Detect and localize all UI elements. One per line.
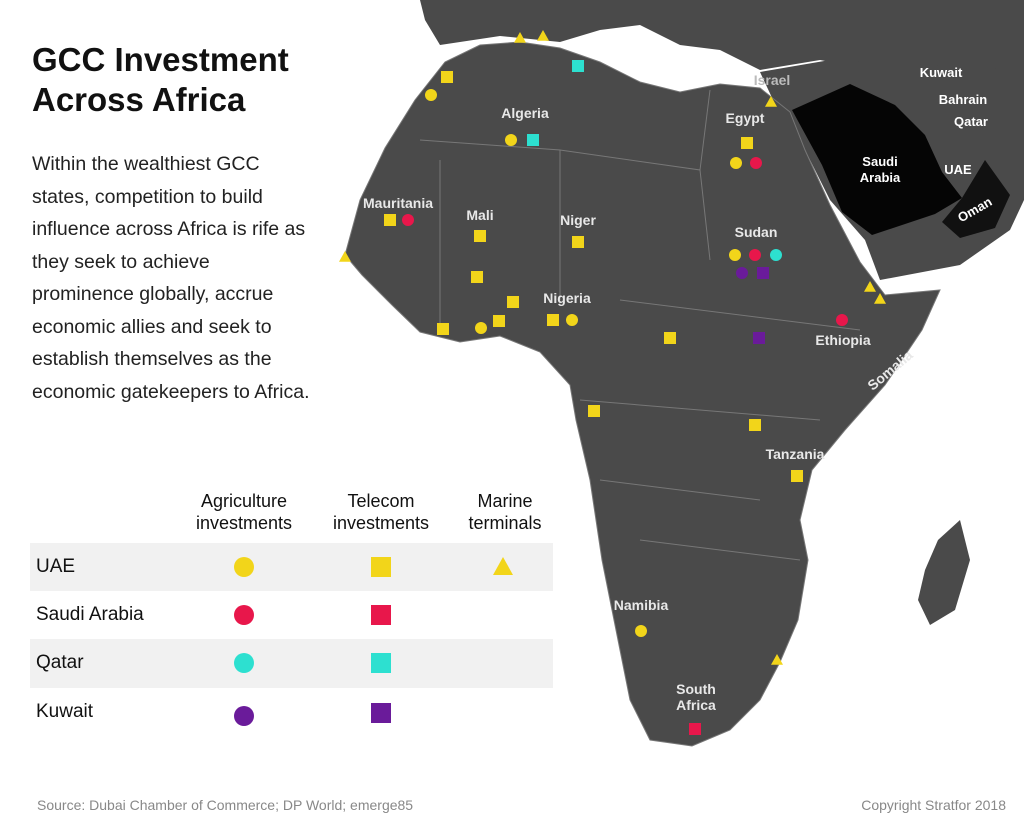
marker [514, 32, 526, 43]
row-label: Qatar [36, 652, 84, 673]
marker [471, 271, 483, 283]
country-label: UAE [944, 162, 972, 177]
marker [493, 315, 505, 327]
marker [757, 267, 769, 279]
saudi-arabia [792, 84, 962, 235]
country-label: Sudan [734, 224, 778, 240]
marker [572, 236, 584, 248]
row-label: UAE [36, 556, 76, 577]
marker [371, 653, 391, 673]
marker [234, 653, 254, 673]
country-label: Mauritania [362, 195, 434, 211]
row-label: Kuwait [36, 701, 94, 722]
marker [750, 157, 762, 169]
country-label: Algeria [501, 105, 549, 121]
country-label: Qatar [954, 114, 988, 129]
marker [836, 314, 848, 326]
marker [371, 557, 391, 577]
row-bg [30, 639, 553, 688]
marker [770, 249, 782, 261]
marker [874, 293, 886, 304]
country-label: Egypt [725, 110, 765, 126]
marker [547, 314, 559, 326]
marker [771, 654, 783, 665]
marker [437, 323, 449, 335]
marker [765, 96, 777, 107]
marker [749, 419, 761, 431]
country-label: Saudi Arabia [859, 154, 901, 185]
marker [527, 134, 539, 146]
country-label: Namibia [613, 597, 669, 613]
border-lines [419, 89, 861, 561]
marker [384, 214, 396, 226]
marker [572, 60, 584, 72]
row-label: Saudi Arabia [36, 604, 144, 625]
country-label: Kuwait [919, 65, 963, 80]
marker [729, 249, 741, 261]
marker [474, 230, 486, 242]
marker [689, 723, 701, 735]
marker [234, 605, 254, 625]
column-header: Agriculture investments [195, 491, 293, 533]
marker [234, 557, 254, 577]
marker [475, 322, 487, 334]
description: Within the wealthiest GCC states, compet… [32, 153, 310, 403]
marker [339, 251, 351, 262]
marker [537, 30, 549, 41]
country-label: Tanzania [765, 446, 825, 462]
column-header: Marine terminals [468, 491, 542, 533]
madagascar [918, 520, 970, 625]
column-header: Telecom investments [332, 491, 430, 533]
country-label: Mali [466, 207, 494, 223]
country-label: Niger [560, 212, 596, 228]
country-label: Nigeria [543, 290, 591, 306]
borders [419, 89, 861, 561]
marker [635, 625, 647, 637]
marker [425, 89, 437, 101]
title: GCC Investment Across Africa [32, 41, 289, 118]
marker [749, 249, 761, 261]
marker [664, 332, 676, 344]
oman [942, 160, 1010, 238]
country-label: Bahrain [938, 92, 988, 107]
marker [234, 706, 254, 726]
marker [741, 137, 753, 149]
row-bg [30, 543, 553, 591]
country-label: Ethiopia [815, 332, 871, 348]
country-label: Israel [753, 72, 791, 88]
marker [753, 332, 765, 344]
copyright: Copyright Stratfor 2018 [861, 797, 1006, 813]
africa [344, 41, 941, 747]
source: Source: Dubai Chamber of Commerce; DP Wo… [37, 797, 414, 813]
marker [441, 71, 453, 83]
marker [507, 296, 519, 308]
marker [791, 470, 803, 482]
marker [371, 605, 391, 625]
europe [420, 0, 1024, 75]
marker [736, 267, 748, 279]
marker [505, 134, 517, 146]
country-label: South Africa [676, 681, 716, 713]
marker [371, 703, 391, 723]
marker [566, 314, 578, 326]
marker [402, 214, 414, 226]
marker [864, 281, 876, 292]
marker [588, 405, 600, 417]
marker [493, 557, 513, 575]
marker [730, 157, 742, 169]
